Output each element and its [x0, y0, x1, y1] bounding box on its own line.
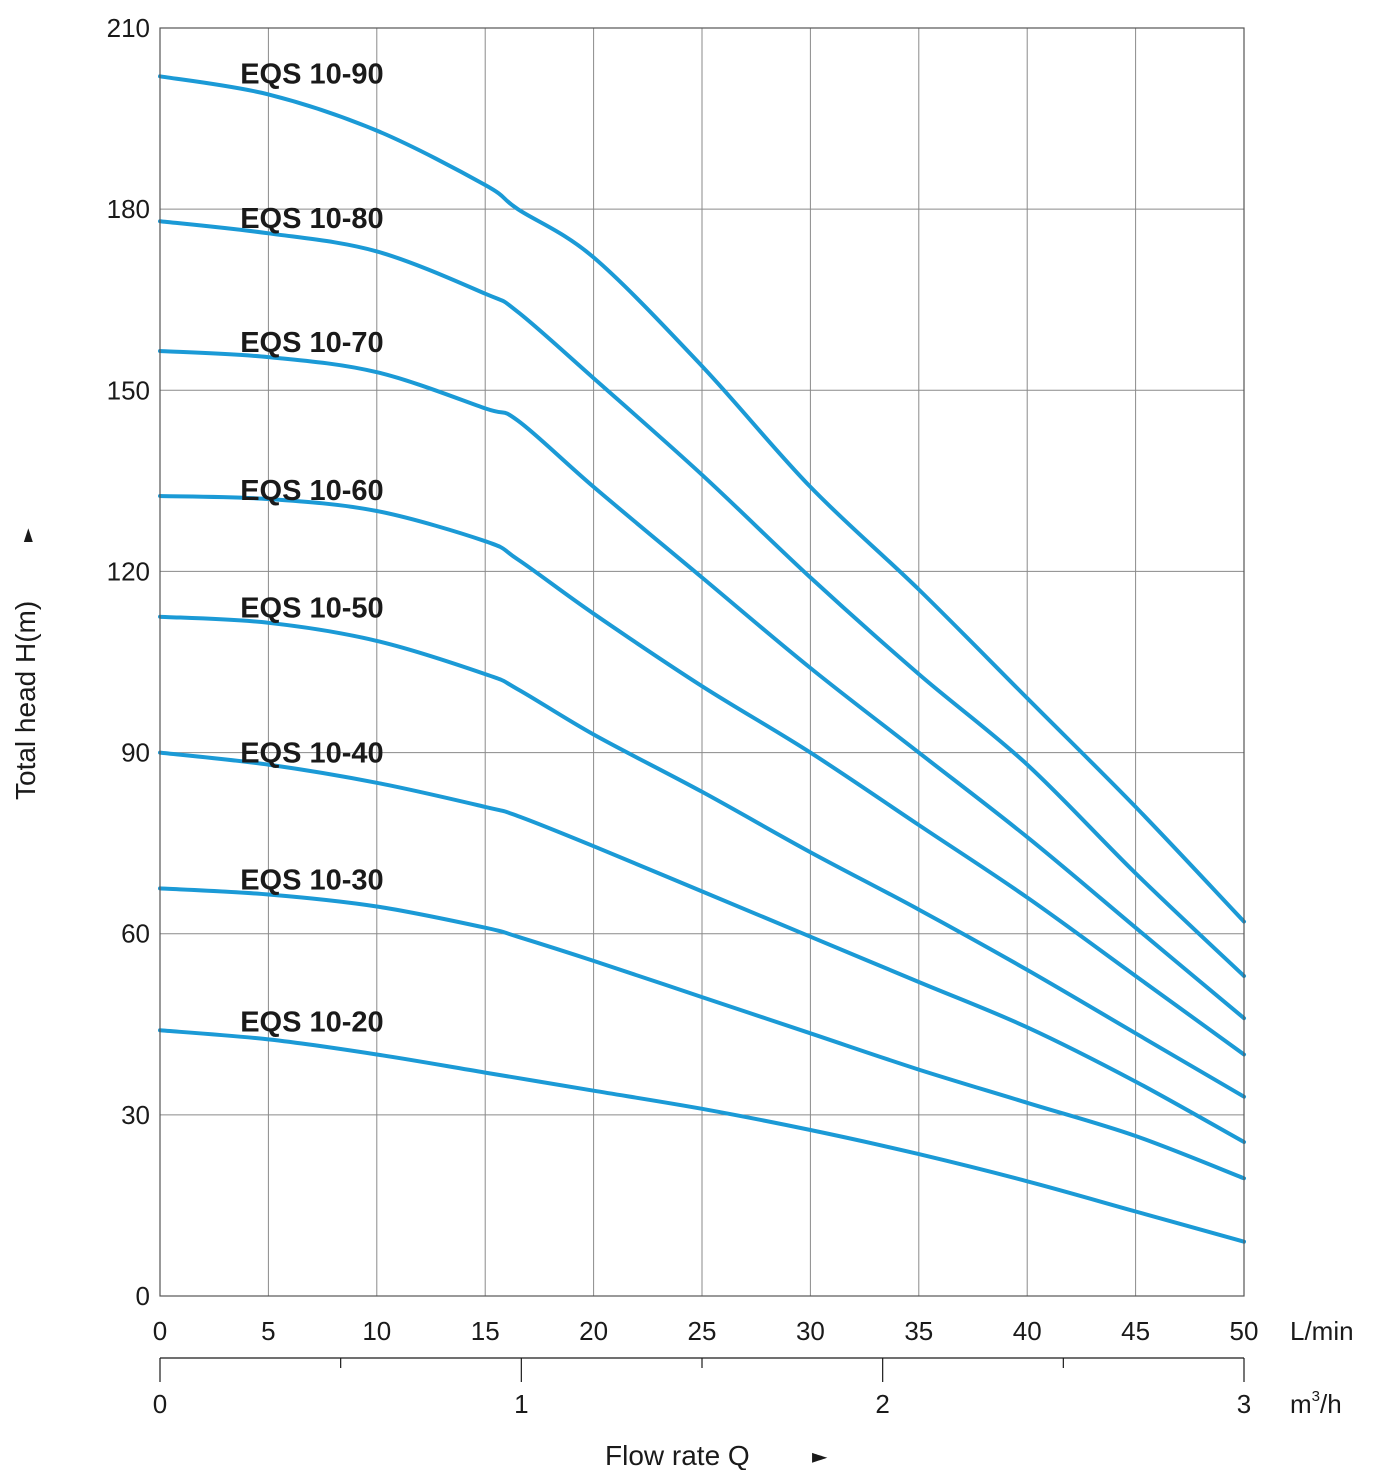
x2-unit-tail: /h [1320, 1389, 1342, 1419]
curve-eqs-10-90 [158, 74, 1246, 924]
x2-unit-base: m [1290, 1389, 1312, 1419]
x2-tick-label: 3 [1237, 1389, 1251, 1419]
x2-unit-superscript: 3 [1312, 1388, 1320, 1405]
series-label: EQS 10-60 [240, 475, 383, 507]
x2-unit-m3h: m3/h [1290, 1388, 1342, 1419]
series-label: EQS 10-90 [240, 58, 383, 90]
y-axis-title-group: Total head H(m) ► [10, 528, 41, 800]
x-axis-ticks-lmin: 0 5 10 15 20 25 30 35 40 45 50 [153, 1316, 1259, 1346]
curve-eqs-10-60 [158, 494, 1246, 1057]
x2-tick-label: 0 [153, 1389, 167, 1419]
x-tick-label: 25 [688, 1316, 717, 1346]
x-axis-scale-m3h: 0 1 2 3 [153, 1357, 1251, 1419]
plot-frame [159, 27, 1245, 1297]
x-tick-label: 45 [1121, 1316, 1150, 1346]
curve-eqs-10-50 [158, 614, 1246, 1099]
curve-eqs-10-40 [158, 750, 1246, 1144]
y-tick-label: 180 [107, 194, 150, 224]
y-axis-title: Total head H(m) [10, 601, 41, 800]
y-tick-label: 120 [107, 556, 150, 586]
y-axis-ticks: 0 30 60 90 120 150 180 210 [107, 13, 150, 1311]
curve-eqs-10-30 [158, 886, 1246, 1181]
series-label: EQS 10-20 [240, 1006, 383, 1038]
y-tick-label: 30 [121, 1100, 150, 1130]
series-label: EQS 10-70 [240, 327, 383, 359]
series-label: EQS 10-40 [240, 738, 383, 770]
x-tick-label: 35 [904, 1316, 933, 1346]
x2-tick-label: 1 [514, 1389, 528, 1419]
x-tick-label: 5 [261, 1316, 275, 1346]
x-unit-lmin: L/min [1290, 1316, 1354, 1346]
curve-eqs-10-80 [158, 219, 1246, 978]
y-tick-label: 210 [107, 13, 150, 43]
x-tick-label: 15 [471, 1316, 500, 1346]
series-label: EQS 10-30 [240, 864, 383, 896]
x-tick-label: 10 [362, 1316, 391, 1346]
curve-eqs-10-20 [158, 1028, 1246, 1244]
x-tick-label: 40 [1013, 1316, 1042, 1346]
y-tick-label: 0 [136, 1281, 150, 1311]
x-axis-title: Flow rate Q [605, 1440, 750, 1470]
y-tick-label: 90 [121, 738, 150, 768]
x2-tick-label: 2 [875, 1389, 889, 1419]
x-axis-title-group: Flow rate Q ► [605, 1440, 828, 1470]
x-axis-arrow-icon: ► [812, 1444, 828, 1468]
y-axis-arrow-icon: ► [17, 528, 38, 542]
x-tick-label: 0 [153, 1316, 167, 1346]
y-tick-label: 60 [121, 919, 150, 949]
y-tick-label: 150 [107, 375, 150, 405]
performance-curves [158, 74, 1246, 1244]
x-tick-label: 50 [1230, 1316, 1259, 1346]
x-tick-label: 30 [796, 1316, 825, 1346]
series-label: EQS 10-50 [240, 593, 383, 625]
series-label: EQS 10-80 [240, 203, 383, 235]
x-tick-label: 20 [579, 1316, 608, 1346]
series-labels: EQS 10-90 EQS 10-80 EQS 10-70 EQS 10-60 EQS … [240, 58, 383, 1038]
curve-eqs-10-70 [158, 349, 1246, 1021]
